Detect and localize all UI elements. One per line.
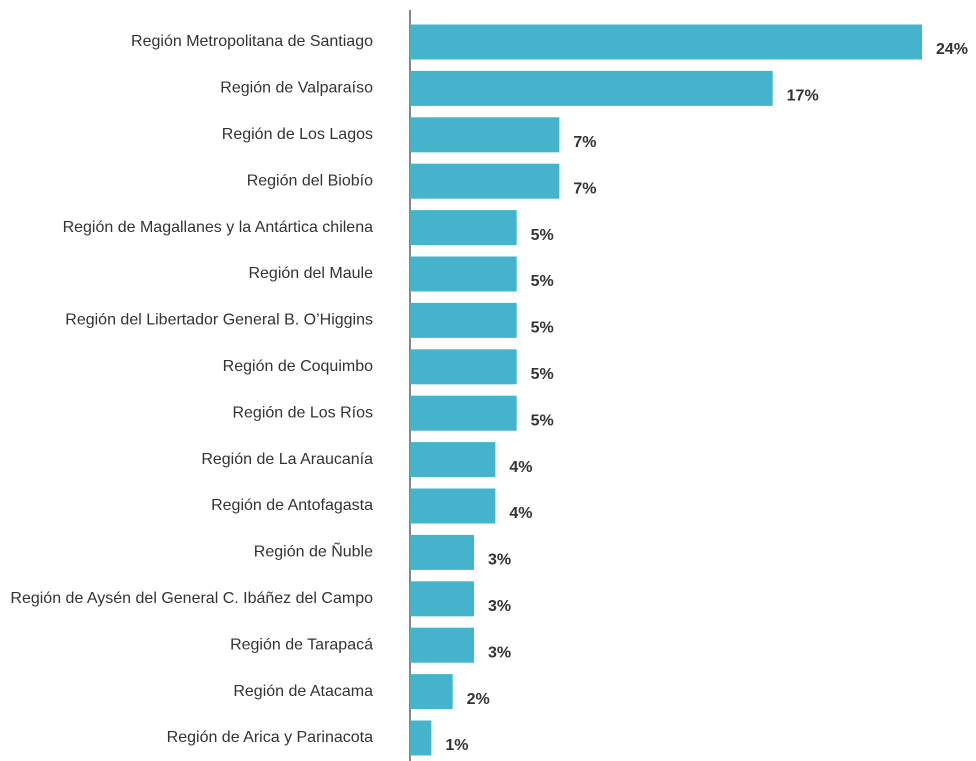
category-label: Región de Magallanes y la Antártica chil… — [63, 219, 374, 236]
bar — [410, 24, 922, 60]
value-label: 3% — [488, 552, 511, 569]
value-label: 7% — [573, 180, 596, 197]
category-label: Región de Tarapacá — [230, 636, 373, 653]
bar — [410, 117, 560, 153]
category-label: Región de Valparaíso — [220, 80, 373, 97]
value-label: 5% — [531, 273, 554, 290]
value-label: 5% — [531, 412, 554, 429]
category-label: Región de La Araucanía — [201, 451, 373, 468]
value-label: 1% — [445, 737, 468, 754]
category-label: Región del Maule — [248, 265, 373, 282]
bar — [410, 210, 517, 246]
category-label: Región de Los Ríos — [232, 404, 373, 421]
value-label: 3% — [488, 644, 511, 661]
category-label: Región de Los Lagos — [222, 126, 373, 143]
value-label: 4% — [509, 459, 532, 476]
value-label: 17% — [787, 88, 819, 105]
category-label: Región del Libertador General B. O’Higgi… — [65, 312, 373, 329]
category-label: Región del Biobío — [247, 172, 373, 189]
bar — [410, 534, 474, 570]
bar — [410, 442, 496, 478]
category-label: Región Metropolitana de Santiago — [131, 33, 373, 50]
bar — [410, 256, 517, 292]
value-label: 5% — [531, 366, 554, 383]
category-label: Región de Coquimbo — [223, 358, 373, 375]
bar — [410, 627, 474, 663]
bar — [410, 349, 517, 385]
value-label: 7% — [573, 134, 596, 151]
bar — [410, 674, 453, 710]
category-label: Región de Arica y Parinacota — [167, 729, 373, 746]
bar — [410, 70, 773, 106]
value-label: 3% — [488, 598, 511, 615]
bar — [410, 581, 474, 617]
bar — [410, 163, 560, 199]
bar — [410, 720, 432, 756]
bar — [410, 488, 496, 524]
value-label: 24% — [936, 41, 968, 58]
value-label: 2% — [467, 691, 490, 708]
bar — [410, 302, 517, 338]
value-label: 5% — [531, 227, 554, 244]
category-label: Región de Antofagasta — [211, 497, 373, 514]
bar — [410, 395, 517, 431]
value-label: 4% — [509, 505, 532, 522]
value-label: 5% — [531, 320, 554, 337]
category-label: Región de Atacama — [233, 683, 373, 700]
category-label: Región de Aysén del General C. Ibáñez de… — [10, 590, 373, 607]
category-label: Región de Ñuble — [254, 541, 373, 561]
